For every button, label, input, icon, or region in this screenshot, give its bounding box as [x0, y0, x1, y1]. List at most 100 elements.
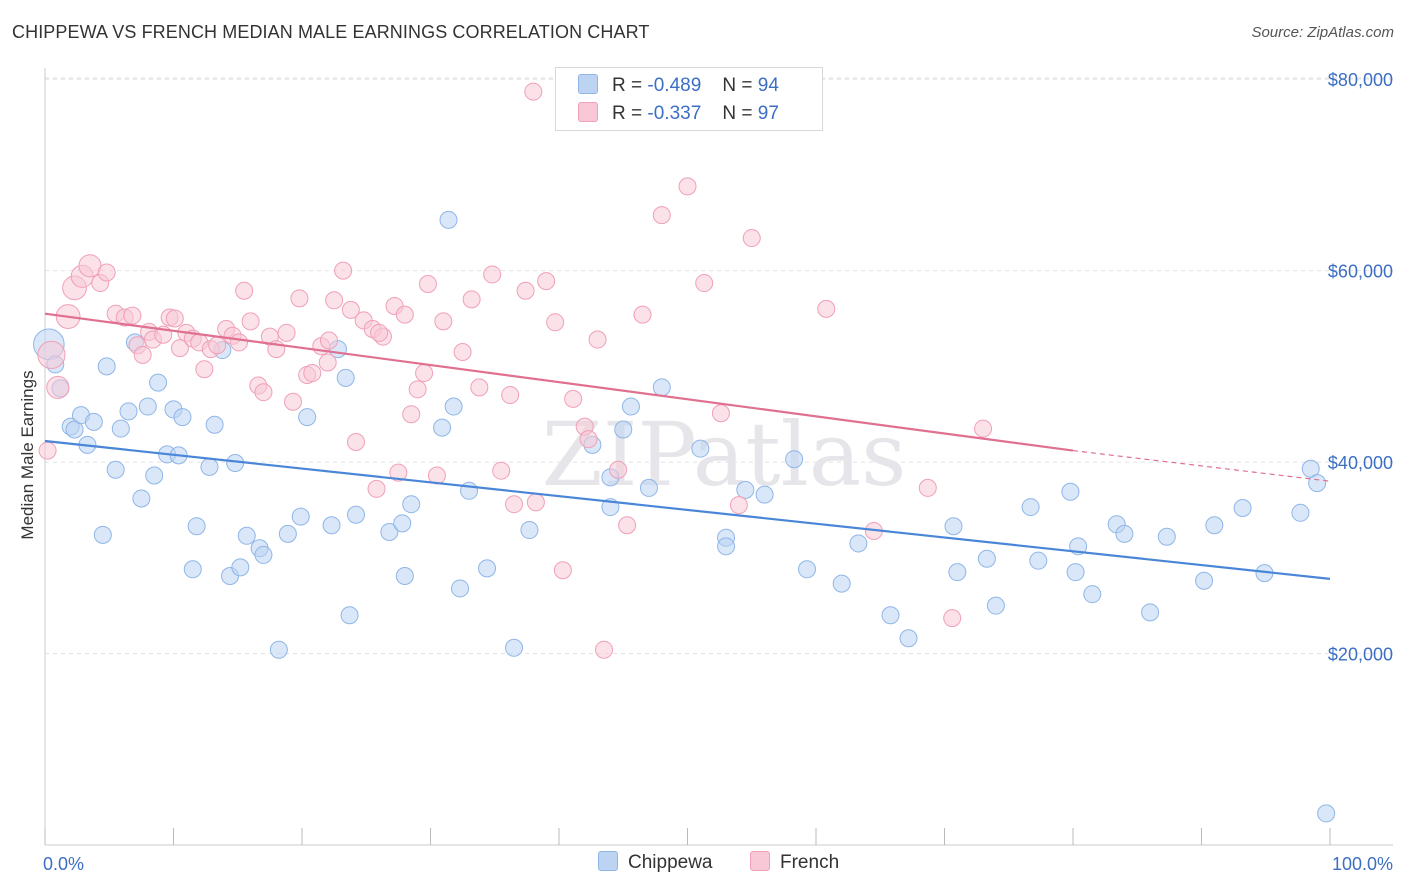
- chippewa-point: [254, 545, 273, 564]
- french-point: [618, 516, 637, 535]
- n-label: N =: [722, 103, 753, 124]
- y-axis-label: Median Male Earnings: [18, 370, 37, 539]
- chippewa-point: [106, 460, 125, 479]
- chippewa-point: [899, 629, 918, 648]
- french-point: [817, 299, 836, 318]
- chippewa-point: [138, 397, 157, 416]
- french-point: [165, 309, 184, 328]
- french-point: [505, 495, 524, 514]
- r-label: R =: [612, 103, 643, 124]
- chippewa-points: [33, 210, 1336, 823]
- french-point: [37, 340, 66, 369]
- legend-row-chippewa: R = -0.489 N = 94: [578, 74, 779, 98]
- chippewa-point: [393, 514, 412, 533]
- stats-legend: R = -0.489 N = 94 R = -0.337 N = 97: [555, 67, 823, 131]
- chippewa-point: [336, 368, 355, 387]
- chippewa-point: [402, 495, 421, 514]
- chippewa-point: [278, 524, 297, 543]
- chippewa-point: [200, 457, 219, 476]
- chippewa-r-value: -0.489: [647, 75, 702, 96]
- french-point: [415, 364, 434, 383]
- french-point: [318, 353, 337, 372]
- y-tick-label: $60,000: [1328, 262, 1393, 282]
- chippewa-point: [346, 505, 365, 524]
- chippewa-point: [380, 522, 399, 541]
- french-point: [408, 380, 427, 399]
- chippewa-point: [1066, 563, 1085, 582]
- chippewa-point: [291, 507, 310, 526]
- french-point: [170, 339, 189, 358]
- french-point: [588, 330, 607, 349]
- french-point: [133, 345, 152, 364]
- french-point: [633, 305, 652, 324]
- chippewa-point: [132, 489, 151, 508]
- chippewa-point: [736, 480, 755, 499]
- french-legend-label: French: [780, 852, 840, 873]
- french-point: [290, 289, 309, 308]
- french-point: [678, 177, 697, 196]
- chippewa-point: [205, 415, 224, 434]
- chippewa-point: [93, 525, 112, 544]
- french-point: [284, 392, 303, 411]
- chippewa-n-value: 94: [757, 75, 779, 96]
- y-tick-label: $40,000: [1328, 453, 1393, 473]
- chippewa-point: [986, 596, 1005, 615]
- french-point: [230, 333, 249, 352]
- y-tick-label: $80,000: [1328, 70, 1393, 90]
- french-point: [553, 561, 572, 580]
- french-point: [254, 383, 273, 402]
- french-point: [483, 265, 502, 284]
- chippewa-point: [1195, 571, 1214, 590]
- chippewa-point: [691, 439, 710, 458]
- french-point: [501, 386, 520, 405]
- french-swatch: [578, 102, 598, 122]
- french-point: [579, 430, 598, 449]
- chippewa-point: [614, 420, 633, 439]
- chippewa-point: [237, 526, 256, 545]
- french-point: [729, 496, 748, 515]
- chippewa-point: [1029, 551, 1048, 570]
- french-point: [123, 306, 142, 325]
- y-tick-label: $20,000: [1328, 645, 1393, 665]
- french-point: [742, 229, 761, 248]
- french-point: [389, 463, 408, 482]
- french-n-value: 97: [757, 103, 779, 124]
- french-point: [395, 305, 414, 324]
- x-tick-label-max: 100.0%: [1332, 854, 1393, 874]
- french-point: [195, 360, 214, 379]
- french-point: [711, 404, 730, 423]
- r-label: R =: [612, 75, 643, 96]
- french-legend-swatch: [750, 851, 770, 871]
- chippewa-point: [1157, 527, 1176, 546]
- chart-title: CHIPPEWA VS FRENCH MEDIAN MALE EARNINGS …: [12, 22, 650, 42]
- french-point: [516, 281, 535, 300]
- chippewa-point: [173, 408, 192, 427]
- chippewa-point: [652, 378, 671, 397]
- french-point: [434, 312, 453, 331]
- chippewa-point: [621, 397, 640, 416]
- bottom-legend-french: French: [750, 851, 839, 874]
- n-label: N =: [722, 75, 753, 96]
- chippewa-point: [395, 566, 414, 585]
- chippewa-point: [1021, 498, 1040, 517]
- french-point: [546, 313, 565, 332]
- chippewa-swatch: [578, 74, 598, 94]
- chippewa-legend-swatch: [598, 851, 618, 871]
- chippewa-point: [444, 397, 463, 416]
- chippewa-point: [1141, 603, 1160, 622]
- chippewa-point: [433, 418, 452, 437]
- french-point: [46, 375, 70, 399]
- chippewa-point: [849, 534, 868, 553]
- french-point: [974, 419, 993, 438]
- french-point: [524, 82, 543, 101]
- chippewa-point: [145, 466, 164, 485]
- french-point: [564, 389, 583, 408]
- french-point: [695, 274, 714, 293]
- chippewa-point: [717, 537, 736, 556]
- french-point: [370, 323, 389, 342]
- chippewa-point: [1083, 585, 1102, 604]
- french-point: [418, 275, 437, 294]
- french-point: [367, 479, 386, 498]
- french-r-value: -0.337: [647, 103, 702, 124]
- chippewa-point: [269, 640, 288, 659]
